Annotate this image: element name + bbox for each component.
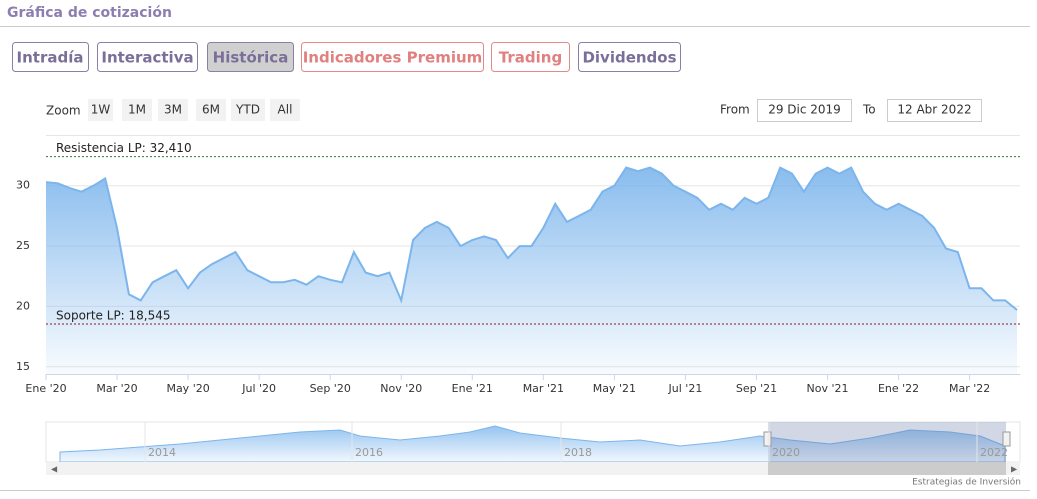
y-tick-label: 20 — [16, 299, 30, 312]
y-tick-label: 15 — [16, 360, 30, 373]
x-tick-label: Ene '21 — [452, 382, 493, 395]
zoom-button-label[interactable]: YTD — [235, 103, 260, 117]
tab-active[interactable] — [207, 42, 294, 72]
tab[interactable] — [578, 42, 681, 72]
scroll-arrow[interactable]: ▶ — [1011, 465, 1018, 474]
scrollbar-thumb[interactable] — [768, 462, 1006, 475]
zoom-button[interactable] — [196, 99, 226, 121]
title: Gráfica de cotización — [7, 5, 172, 21]
navigator-label: 2016 — [355, 446, 383, 459]
to-label: To — [862, 103, 876, 117]
plot: 15 20 25 30 Ene '20 Mar '20 May '20 Jul '20 Sep … — [16, 141, 1020, 395]
navigator-handle[interactable] — [1002, 431, 1011, 447]
x-tick-label: Sep '20 — [310, 382, 351, 395]
tab-label[interactable]: Dividendos — [582, 49, 676, 67]
zoom-button[interactable] — [231, 99, 265, 121]
x-tick-label: Nov '21 — [807, 382, 849, 395]
zoom-button[interactable] — [158, 99, 188, 121]
x-tick-label: Jul '21 — [668, 382, 703, 395]
from-value[interactable]: 29 Dic 2019 — [768, 103, 841, 117]
navigator-label: 2022 — [980, 446, 1008, 459]
navigator-selection[interactable] — [768, 422, 1006, 462]
y-tick-label: 30 — [16, 179, 30, 192]
scroll-arrow[interactable]: ◀ — [51, 465, 58, 474]
tab-label[interactable]: Interactiva — [101, 49, 193, 67]
level-label: Resistencia LP: 32,410 — [56, 141, 192, 155]
zoom-button[interactable] — [270, 99, 300, 121]
tab-label[interactable]: Indicadores Premium — [303, 49, 483, 67]
zoom-button-label[interactable]: All — [278, 103, 293, 117]
y-tick-label: 25 — [16, 239, 30, 252]
navigator-label: 2018 — [564, 446, 592, 459]
zoom-button[interactable] — [122, 99, 152, 121]
x-tick-label: May '20 — [166, 382, 209, 395]
navigator-handle[interactable] — [763, 431, 772, 447]
line — [45, 166, 1018, 311]
navigator-labels: 2014 2016 2018 2020 2022 — [144, 422, 1008, 462]
zoom-buttons: 1W 1M 3M 6M YTD All — [88, 99, 300, 121]
from-label: From — [720, 103, 750, 117]
zoom-label: Zoom — [46, 104, 81, 118]
zoom-button-label[interactable]: 3M — [164, 103, 182, 117]
navigator-label: 2014 — [148, 446, 176, 459]
tab[interactable] — [301, 42, 484, 72]
zoom-button-label[interactable]: 6M — [202, 103, 220, 117]
zoom-button[interactable] — [88, 99, 113, 121]
tab-label[interactable]: Trading — [499, 49, 562, 67]
x-tick-label: Sep '21 — [736, 382, 777, 395]
credit: Estrategias de Inversión — [912, 477, 1021, 488]
x-tick-label: May '21 — [593, 382, 636, 395]
x-tick-label: Ene '22 — [878, 382, 919, 395]
x-tick-label: Jul '20 — [241, 382, 276, 395]
tab-label[interactable]: Intradía — [17, 49, 84, 67]
area — [46, 167, 1017, 374]
to-value[interactable]: 12 Abr 2022 — [897, 103, 971, 117]
tab[interactable] — [12, 42, 89, 72]
tab[interactable] — [97, 42, 198, 72]
x-tick-label: Mar '21 — [523, 382, 564, 395]
x-tick-label: Ene '20 — [25, 382, 66, 395]
tab[interactable] — [491, 42, 570, 72]
from-input[interactable] — [757, 99, 852, 122]
zoom-button-label[interactable]: 1W — [91, 103, 111, 117]
zoom-button-label[interactable]: 1M — [128, 103, 146, 117]
to-input[interactable] — [887, 99, 982, 122]
x-tick-label: Mar '22 — [949, 382, 990, 395]
x-tick-label: Nov '20 — [380, 382, 422, 395]
level-label: Soporte LP: 18,545 — [56, 308, 171, 322]
x-tick-label: Mar '20 — [96, 382, 137, 395]
navigator-label: 2020 — [772, 446, 800, 459]
tab-label[interactable]: Histórica — [213, 49, 289, 67]
